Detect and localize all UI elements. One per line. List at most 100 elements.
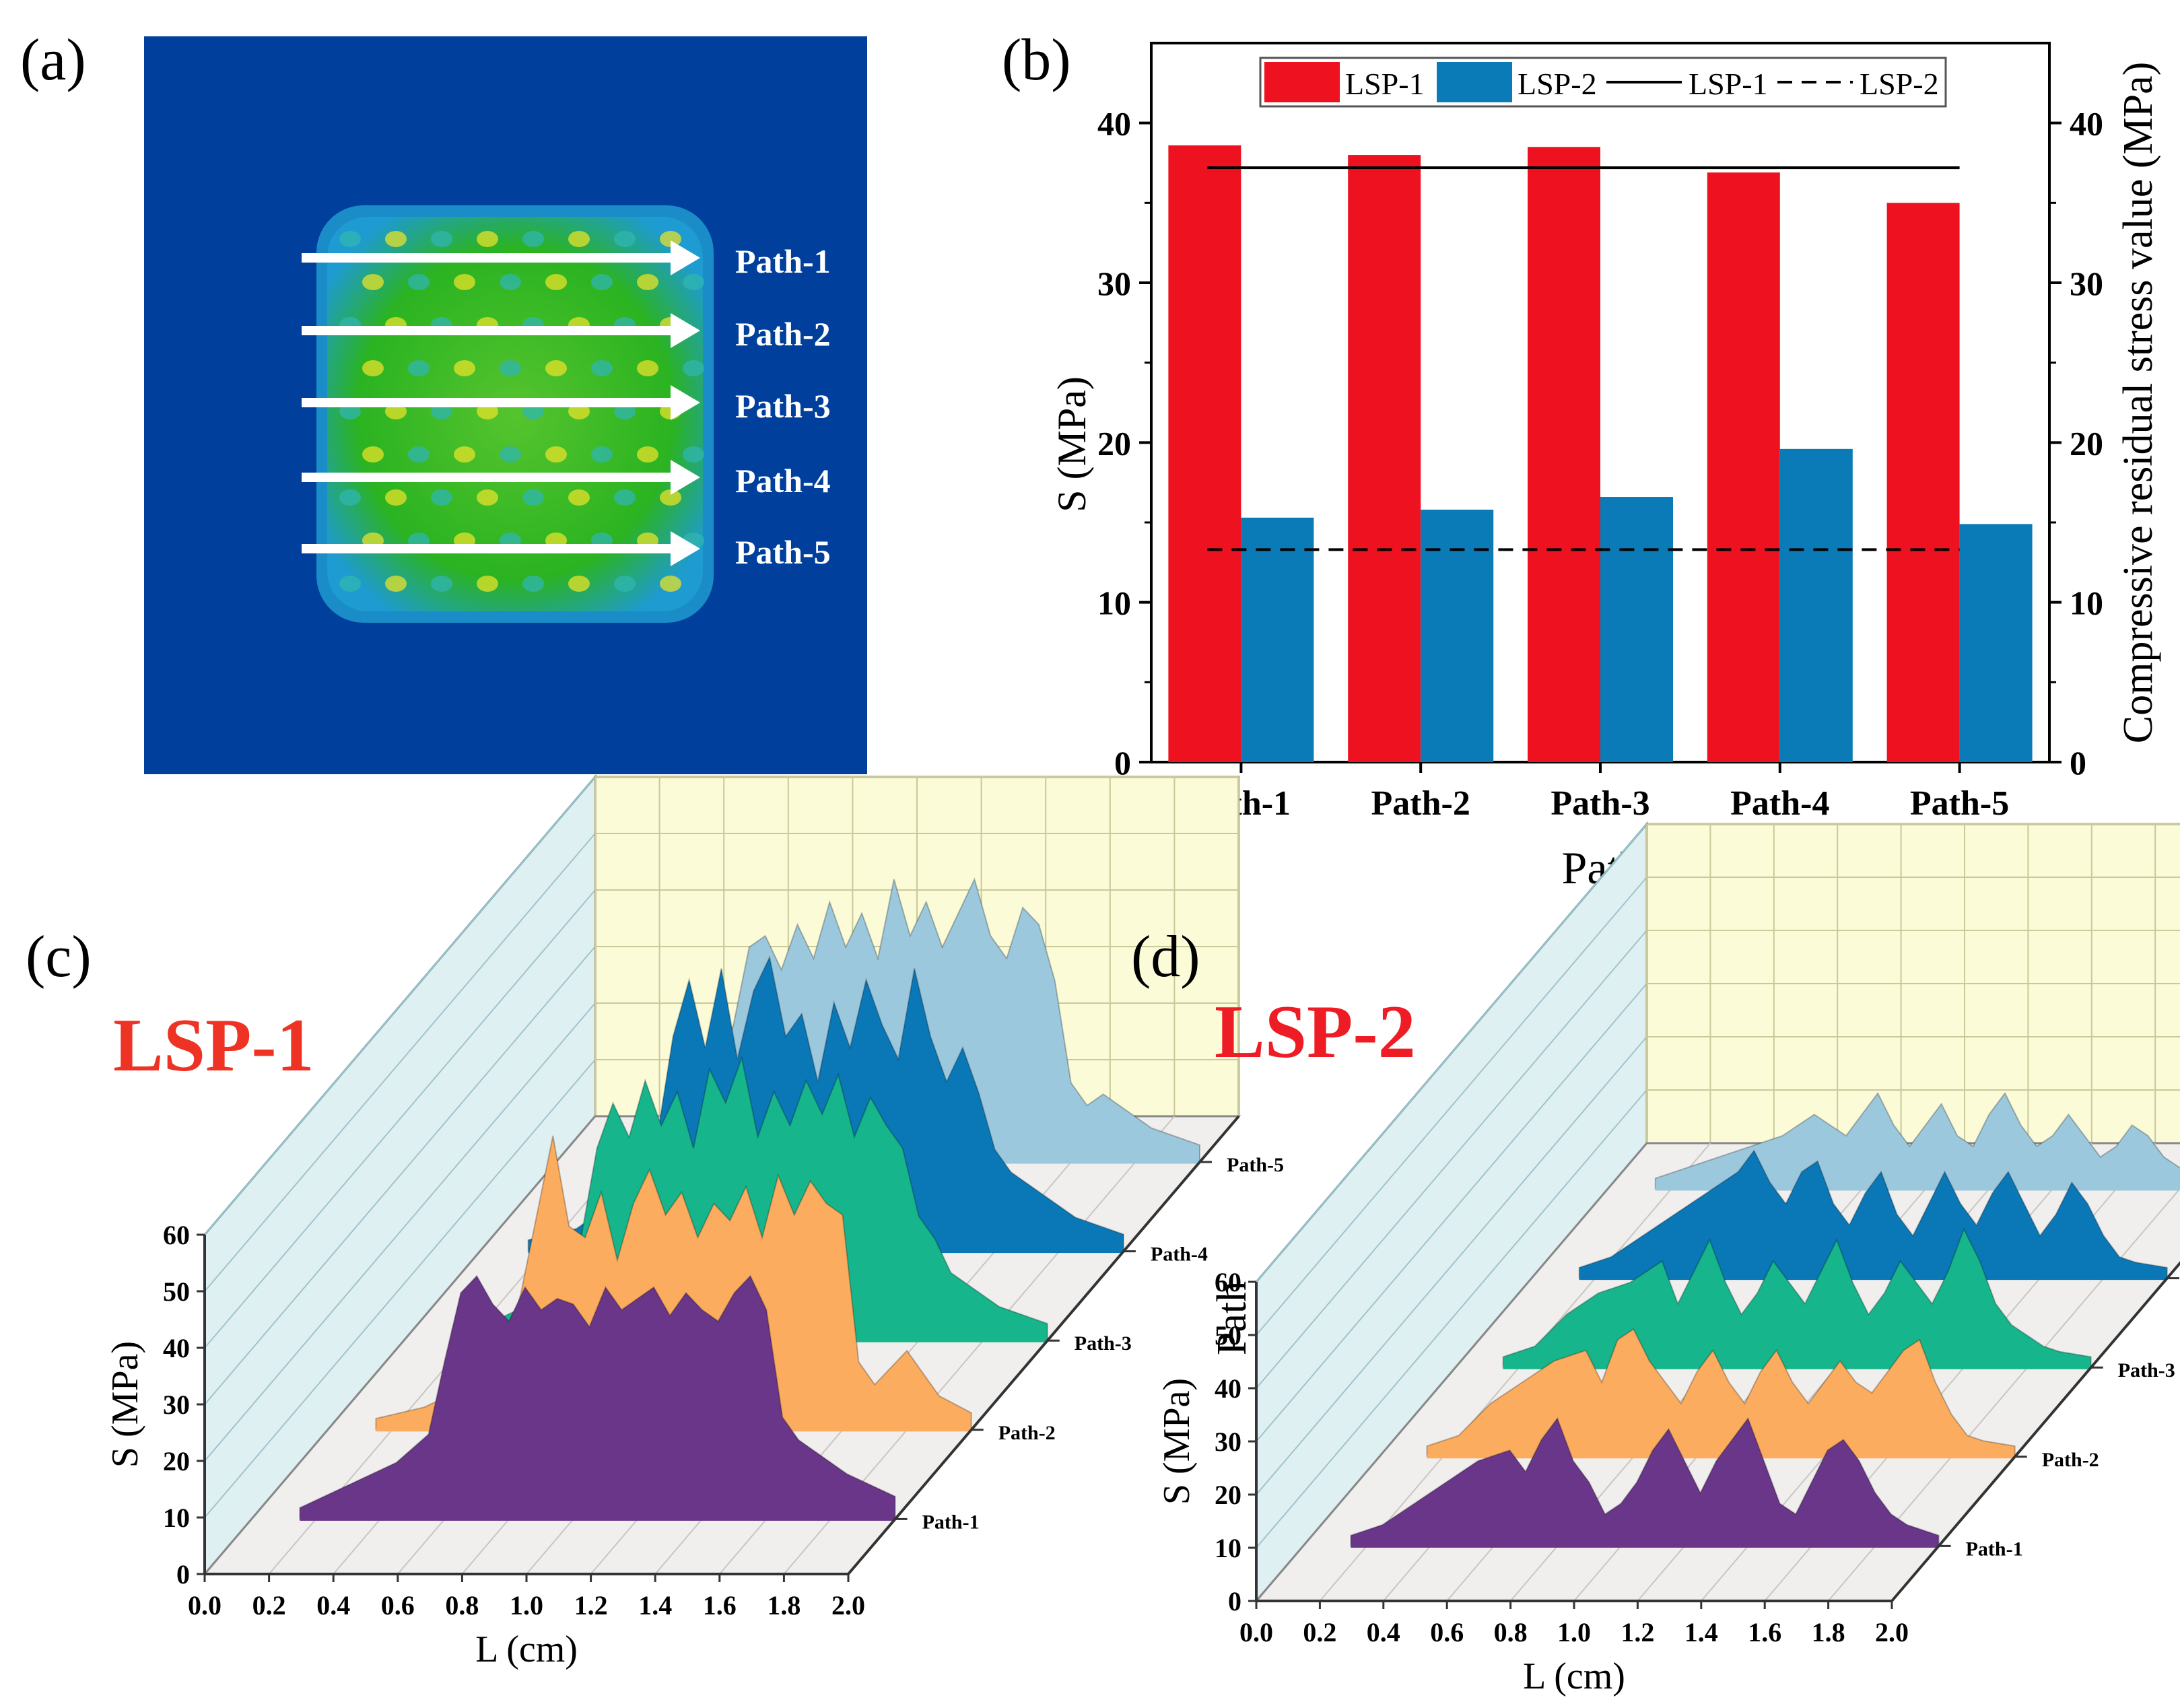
stress-spot — [408, 274, 430, 290]
y2-tick-label: 40 — [2070, 105, 2103, 143]
path-label: Path-3 — [735, 387, 831, 425]
stress-spot — [362, 360, 384, 376]
legend-entry: LSP-1 — [1345, 67, 1425, 101]
panel-d-title: LSP-2 — [1215, 990, 1416, 1074]
x-tick-label: 0.6 — [1430, 1617, 1464, 1647]
x-tick-label: 0.6 — [381, 1590, 415, 1620]
y-tick-label: 30 — [1215, 1427, 1241, 1457]
y-tick-label: 30 — [163, 1390, 190, 1420]
waterfall-chart-c: Path-5 Path-4 Path-3 Path-2 Path-1 0.0 0.2 0.4 0… — [104, 774, 1284, 1670]
stress-spot — [660, 231, 681, 247]
stress-spot — [637, 360, 658, 376]
bar-lsp-2-path-2 — [1421, 510, 1494, 762]
x-tick-label: 0.2 — [252, 1590, 286, 1620]
x-tick-label: 2.0 — [1875, 1617, 1909, 1647]
stress-spot — [454, 274, 475, 290]
stress-spot — [431, 489, 452, 506]
area-path-3 — [1502, 1227, 2092, 1369]
path-label: Path-5 — [735, 533, 831, 571]
x-tick-label: Path-3 — [1551, 784, 1649, 823]
y-tick-label: 10 — [1097, 584, 1131, 622]
wall-gridline — [1256, 877, 1647, 1336]
panel-b-label: (b) — [1002, 28, 1071, 93]
y2-tick-label: 30 — [2070, 265, 2103, 302]
x-tick-label: 1.6 — [1748, 1617, 1781, 1647]
stress-spot — [660, 489, 681, 506]
x-tick-label: 1.4 — [1684, 1617, 1718, 1647]
x-tick-label: 1.0 — [1557, 1617, 1591, 1647]
bar-group — [1168, 145, 2033, 763]
y2-tick-label: 10 — [2070, 584, 2103, 622]
series-label: Path-3 — [2118, 1359, 2175, 1381]
y-tick-label: 20 — [1215, 1480, 1241, 1510]
stress-spot — [683, 446, 704, 463]
stress-spot — [385, 489, 407, 506]
series-label: Path-1 — [1966, 1538, 2023, 1560]
wall-gridline — [204, 946, 596, 1405]
stress-spot — [568, 231, 590, 247]
reference-lines — [1207, 166, 1960, 551]
wall-gridline — [1256, 930, 1647, 1389]
stress-spot — [408, 360, 430, 376]
y-tick-label: 60 — [1215, 1267, 1241, 1297]
area-path-4 — [1578, 1149, 2168, 1279]
area-path-2 — [1426, 1328, 2016, 1458]
wall-gridline — [204, 1059, 596, 1518]
stress-spot — [522, 231, 544, 247]
y-tick-label: 0 — [1114, 744, 1131, 782]
series-label: Path-2 — [2042, 1449, 2099, 1471]
stress-spot — [431, 231, 452, 247]
x-tick-label: 1.0 — [510, 1590, 543, 1620]
legend-entry: LSP-2 — [1860, 67, 1939, 101]
series-label: Path-3 — [1075, 1332, 1132, 1355]
legend-swatch — [1264, 62, 1340, 102]
y-tick-label: 30 — [1097, 265, 1131, 302]
x-tick-label: Path-5 — [1910, 784, 2009, 823]
wall-gridline — [1256, 1089, 1647, 1548]
x-tick-label: 0.4 — [1367, 1617, 1400, 1647]
y-tick-label: 0 — [176, 1559, 190, 1590]
stress-spot — [385, 576, 407, 592]
stress-spot — [408, 446, 430, 463]
wall-gridline — [204, 776, 596, 1235]
stress-spot — [683, 274, 704, 290]
stress-spot — [545, 274, 567, 290]
y-tick-label: 10 — [163, 1503, 190, 1533]
bar-lsp-1-path-1 — [1168, 145, 1241, 763]
path-arrows: Path-1 Path-2 Path-3 Path-4 Path-5 — [302, 240, 831, 571]
z-axis-line — [1891, 1261, 2180, 1602]
bar-lsp-2-path-4 — [1779, 448, 1853, 762]
stress-spot — [500, 360, 521, 376]
stress-spot — [454, 360, 475, 376]
legend-swatch — [1437, 62, 1512, 102]
y-axis-label: S (MPa) — [1050, 376, 1094, 512]
arrow-head-icon — [671, 240, 700, 275]
x-tick-label: 0.8 — [445, 1590, 479, 1620]
panel-c-title: LSP-1 — [113, 1004, 314, 1087]
stress-spot — [431, 576, 452, 592]
path-label: Path-1 — [735, 242, 831, 280]
wall-gridline — [1256, 823, 1647, 1283]
stress-spot — [637, 446, 658, 463]
y2-tick-label: 20 — [2070, 424, 2103, 462]
area-path-1 — [1350, 1416, 1940, 1547]
z-axis-label: Path — [1209, 1281, 1255, 1355]
panel-c-label: (c) — [26, 924, 92, 990]
stress-spot — [500, 446, 521, 463]
x-tick-label: 1.8 — [1812, 1617, 1845, 1647]
legend-entry: LSP-2 — [1518, 67, 1597, 101]
y-tick-label: 50 — [1215, 1320, 1241, 1351]
bar-lsp-1-path-5 — [1886, 203, 1960, 762]
x-tick-label: 0.4 — [316, 1590, 350, 1620]
arrow-head-icon — [671, 385, 700, 420]
stress-spot — [545, 360, 567, 376]
stress-spot — [339, 231, 361, 247]
y-tick-label: 40 — [1215, 1373, 1241, 1404]
x-axis-label: L (cm) — [475, 1629, 578, 1670]
y-tick-label: 10 — [1215, 1533, 1241, 1563]
wall-gridline — [204, 889, 596, 1348]
panel-d-label: (d) — [1131, 924, 1200, 990]
y-tick-label: 50 — [163, 1276, 190, 1307]
